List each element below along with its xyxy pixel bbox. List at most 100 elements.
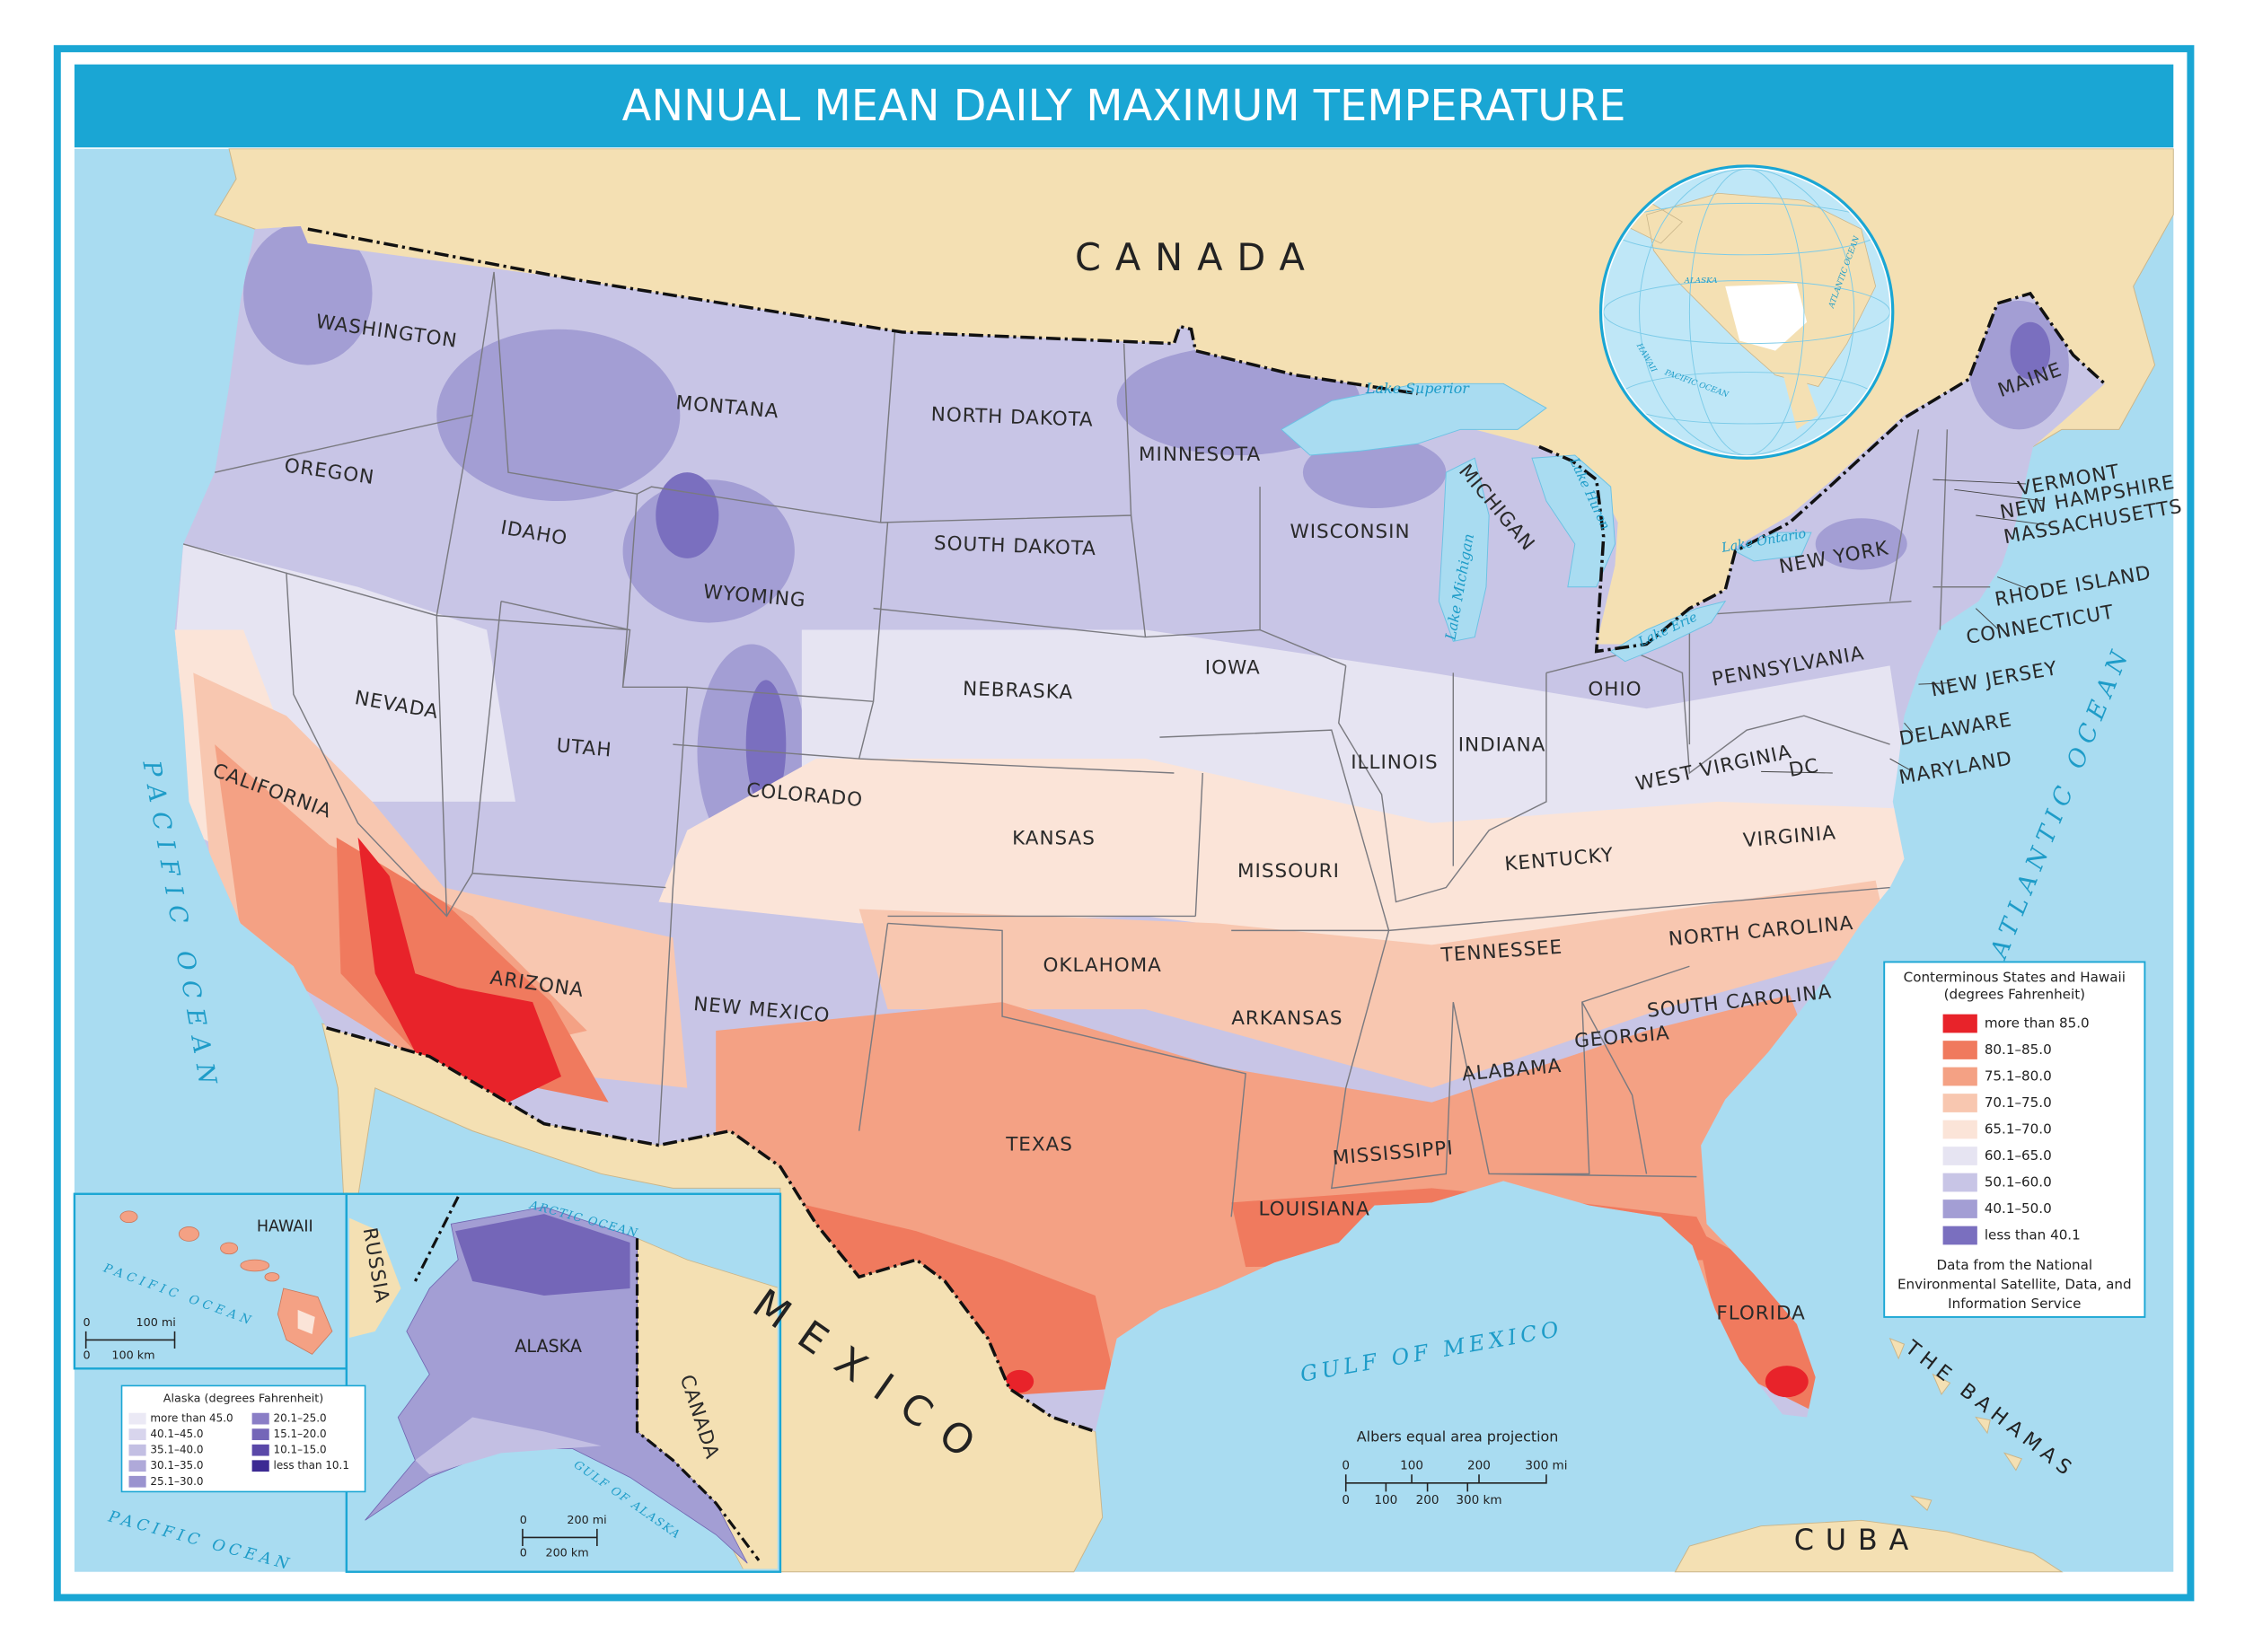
scale-label-km: 0 <box>1342 1493 1350 1507</box>
hawaii-scale-bar <box>84 1331 176 1349</box>
locator-globe <box>1598 164 1895 460</box>
legend-label: 40.1–50.0 <box>1985 1200 2052 1217</box>
legend-label: less than 40.1 <box>1985 1227 2081 1243</box>
leader-line <box>1975 608 1998 629</box>
state-label: NEBRASKA <box>963 678 1074 704</box>
legend-label: 75.1–80.0 <box>1985 1068 2052 1085</box>
state-label: ILLINOIS <box>1351 751 1438 774</box>
zone-below-40 <box>656 321 2051 809</box>
scale-label-mi: 0 <box>1342 1459 1350 1473</box>
scale-label-mi: 200 <box>1467 1459 1491 1473</box>
legend-swatch <box>1942 1147 1977 1165</box>
country-label: CUBA <box>1794 1523 1920 1557</box>
leader-line <box>1932 479 2027 485</box>
leader-line <box>1996 576 2031 591</box>
state-label: LOUISIANA <box>1258 1198 1369 1220</box>
alaska-scale-label: 0 <box>520 1546 527 1560</box>
small-state-label: DC <box>1787 755 1820 782</box>
lake-superior <box>1281 382 1547 456</box>
scale-label-km: 200 <box>1416 1493 1439 1507</box>
legend-title: (degrees Fahrenheit) <box>1944 987 2085 1003</box>
mexico-border <box>326 1026 1096 1434</box>
scale-label-km: 300 km <box>1456 1493 1501 1507</box>
legend-swatch <box>1942 1226 1977 1245</box>
state-label: ARKANSAS <box>1231 1007 1343 1030</box>
alaska-legend-label: 35.1–40.0 <box>150 1444 203 1456</box>
hawaii-scale-label: 0 <box>83 1316 90 1330</box>
alaska-title: ALASKA <box>515 1336 582 1357</box>
water-label: Lake Superior <box>1365 380 1470 397</box>
leader-line <box>1954 488 2045 502</box>
leader-line <box>1904 722 1914 734</box>
alaska-inset <box>345 1192 782 1573</box>
alaska-scale-bar <box>522 1528 598 1547</box>
lake-huron <box>1531 454 1616 588</box>
state-label: WISCONSIN <box>1290 521 1410 543</box>
legend-label: more than 85.0 <box>1985 1015 2090 1032</box>
legend-label: 50.1–60.0 <box>1985 1174 2052 1191</box>
leader-line <box>1918 682 1952 685</box>
legend-label: 80.1–85.0 <box>1985 1041 2052 1058</box>
state-label: NORTH DAKOTA <box>930 403 1094 431</box>
alaska-legend-swatch <box>251 1428 269 1441</box>
state-label: SOUTH DAKOTA <box>934 532 1097 560</box>
legend-label: 70.1–75.0 <box>1985 1094 2052 1111</box>
great-lakes <box>1281 382 1812 663</box>
alaska-scale-label: 200 km <box>545 1546 588 1560</box>
alaska-legend-title: Alaska (degrees Fahrenheit) <box>163 1392 323 1405</box>
legend-label: 60.1–65.0 <box>1985 1147 2052 1164</box>
alaska-legend-box <box>120 1384 366 1493</box>
globe-label: ALASKA <box>1684 277 1718 286</box>
state-label: MISSOURI <box>1237 860 1340 883</box>
lake-erie <box>1609 600 1727 663</box>
legend-source: Environmental Satellite, Data, and <box>1897 1277 2132 1293</box>
bahamas-land <box>1888 1337 2022 1511</box>
legend-swatch <box>1942 1067 1977 1086</box>
state-label: IOWA <box>1205 657 1261 680</box>
scale-bar <box>1344 1474 1547 1492</box>
legend-box <box>1883 961 2146 1318</box>
legend-source: Data from the National <box>1937 1257 2093 1273</box>
zone-80-85 <box>336 837 1826 1418</box>
alaska-legend-swatch <box>128 1412 146 1425</box>
projection-note: Albers equal area projection <box>1357 1428 1559 1445</box>
state-borders <box>182 271 1991 1217</box>
legend-swatch <box>1942 1041 1977 1059</box>
lake-ontario <box>1734 532 1812 562</box>
alaska-legend-label: more than 45.0 <box>150 1412 233 1425</box>
zone-70-75 <box>193 672 1890 1088</box>
legend-swatch <box>1942 1014 1977 1033</box>
state-label: OKLAHOMA <box>1043 954 1162 977</box>
zone-above-85 <box>357 837 1809 1398</box>
alaska-scale-label: 200 mi <box>567 1514 606 1527</box>
alaska-legend-swatch <box>128 1428 146 1441</box>
alaska-legend-swatch <box>251 1412 269 1425</box>
zone-65-70 <box>174 629 1912 953</box>
alaska-legend-swatch <box>128 1444 146 1456</box>
state-label: OHIO <box>1588 679 1642 701</box>
state-label: UTAH <box>556 734 613 761</box>
state-label: KANSAS <box>1012 827 1096 849</box>
state-label: MINNESOTA <box>1139 444 1261 466</box>
state-label: FLORIDA <box>1716 1303 1805 1325</box>
alaska-legend-label: 15.1–20.0 <box>274 1428 327 1440</box>
alaska-legend-swatch <box>128 1475 146 1488</box>
hawaii-title: HAWAII <box>257 1217 313 1235</box>
leader-line <box>1889 758 1914 772</box>
alaska-legend-label: 40.1–45.0 <box>150 1428 203 1440</box>
scale-label-mi: 300 mi <box>1525 1459 1567 1473</box>
alaska-legend-swatch <box>128 1460 146 1472</box>
cuba-land <box>1674 1519 2064 1573</box>
alaska-scale-label: 0 <box>520 1514 527 1527</box>
legend-source: Information Service <box>1948 1296 2081 1312</box>
alaska-legend-label: 20.1–25.0 <box>274 1412 327 1425</box>
alaska-legend-label: 25.1–30.0 <box>150 1475 203 1488</box>
legend-swatch <box>1942 1199 1977 1218</box>
legend-title: Conterminous States and Hawaii <box>1904 970 2126 986</box>
alaska-legend-label: 10.1–15.0 <box>274 1444 327 1456</box>
canada-border <box>307 227 2106 654</box>
hawaii-scale-label: 100 km <box>111 1349 154 1362</box>
